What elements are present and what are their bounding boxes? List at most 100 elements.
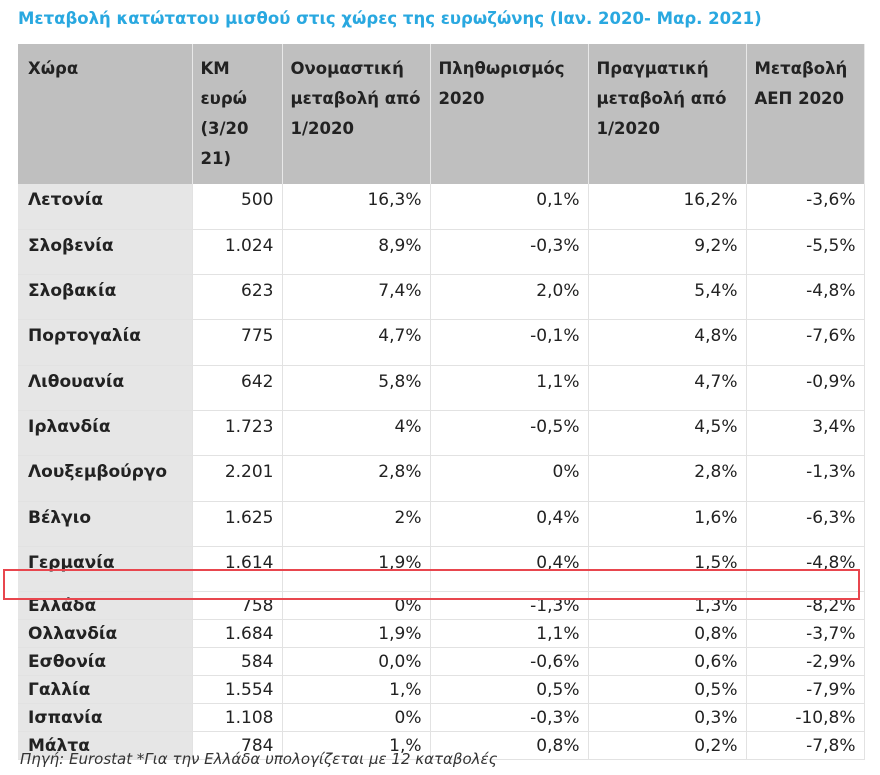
gdp-change-cell: -1,3% [746, 455, 865, 502]
nominal-change-cell: 0% [282, 703, 431, 733]
gdp-change-cell: -7,6% [746, 319, 865, 366]
real-change-cell: 4,8% [588, 319, 747, 366]
table-row: Λετονία 500 16,3% 0,1% 16,2% -3,6% [18, 184, 865, 230]
header-min-wage: ΚΜ ευρώ (3/20 21) [192, 44, 283, 184]
header-inflation: Πληθωρισμός 2020 [430, 44, 589, 184]
table-body: Λετονία 500 16,3% 0,1% 16,2% -3,6% Σλοβενία 1.0… [18, 184, 865, 761]
min-wage-cell: 2.201 [192, 455, 283, 502]
gdp-change-cell: -3,7% [746, 619, 865, 649]
country-cell: Σλοβενία [18, 229, 193, 276]
min-wage-cell: 1.625 [192, 501, 283, 547]
real-change-cell: 0,3% [588, 703, 747, 733]
min-wage-cell: 758 [192, 591, 283, 621]
country-cell: Λετονία [18, 184, 193, 230]
table-row: Ιρλανδία 1.723 4% -0,5% 4,5% 3,4% [18, 410, 865, 457]
header-nominal-change: Ονομαστική μεταβολή από 1/2020 [282, 44, 431, 184]
nominal-change-cell: 2,8% [282, 455, 431, 502]
table-row: Γερμανία 1.614 1,9% 0,4% 1,5% -4,8% [18, 546, 865, 593]
inflation-cell: 2,0% [430, 274, 589, 321]
nominal-change-cell: 4% [282, 410, 431, 457]
min-wage-cell: 500 [192, 184, 283, 230]
table-row: Ισπανία 1.108 0% -0,3% 0,3% -10,8% [18, 703, 865, 733]
min-wage-cell: 1.024 [192, 229, 283, 276]
min-wage-cell: 1.684 [192, 619, 283, 649]
country-cell: Λιθουανία [18, 365, 193, 411]
nominal-change-cell: 2% [282, 501, 431, 547]
source-note: Πηγή: Eurostat *Για την Ελλάδα υπολογίζε… [20, 750, 498, 768]
country-cell: Ολλανδία [18, 619, 193, 649]
table-row: Σλοβακία 623 7,4% 2,0% 5,4% -4,8% [18, 274, 865, 321]
nominal-change-cell: 8,9% [282, 229, 431, 276]
table-row: Πορτογαλία 775 4,7% -0,1% 4,8% -7,6% [18, 319, 865, 366]
real-change-cell: 1,5% [588, 546, 747, 593]
real-change-cell: 1,6% [588, 501, 747, 547]
country-cell: Μάλτα [18, 731, 193, 761]
gdp-change-cell: -7,9% [746, 675, 865, 705]
gdp-change-cell: -2,9% [746, 647, 865, 677]
real-change-cell: 4,7% [588, 365, 747, 411]
country-cell: Γερμανία [18, 546, 193, 593]
minimum-wage-table: Χώρα ΚΜ ευρώ (3/20 21) Ονομαστική μεταβο… [18, 44, 865, 761]
real-change-cell: 2,8% [588, 455, 747, 502]
table-row: Εσθονία 584 0,0% -0,6% 0,6% -2,9% [18, 647, 865, 677]
nominal-change-cell: 1,% [282, 731, 431, 761]
nominal-change-cell: 5,8% [282, 365, 431, 411]
country-cell: Γαλλία [18, 675, 193, 705]
gdp-change-cell: -3,6% [746, 184, 865, 230]
min-wage-cell: 784 [192, 731, 283, 761]
country-cell: Ελλάδα [18, 591, 193, 621]
inflation-cell: -0,3% [430, 229, 589, 276]
min-wage-cell: 775 [192, 319, 283, 366]
real-change-cell: 0,2% [588, 731, 747, 761]
real-change-cell: 5,4% [588, 274, 747, 321]
header-real-change: Πραγματική μεταβολή από 1/2020 [588, 44, 747, 184]
table-row: Σλοβενία 1.024 8,9% -0,3% 9,2% -5,5% [18, 229, 865, 276]
real-change-cell: 16,2% [588, 184, 747, 230]
inflation-cell: -1,3% [430, 591, 589, 621]
header-country: Χώρα [18, 44, 193, 184]
inflation-cell: 0,1% [430, 184, 589, 230]
gdp-change-cell: -6,3% [746, 501, 865, 547]
gdp-change-cell: -5,5% [746, 229, 865, 276]
inflation-cell: 0% [430, 455, 589, 502]
inflation-cell: 1,1% [430, 365, 589, 411]
inflation-cell: 0,8% [430, 731, 589, 761]
nominal-change-cell: 1,% [282, 675, 431, 705]
min-wage-cell: 1.108 [192, 703, 283, 733]
inflation-cell: 0,4% [430, 546, 589, 593]
country-cell: Εσθονία [18, 647, 193, 677]
min-wage-cell: 584 [192, 647, 283, 677]
inflation-cell: 0,4% [430, 501, 589, 547]
country-cell: Πορτογαλία [18, 319, 193, 366]
gdp-change-cell: -4,8% [746, 546, 865, 593]
real-change-cell: 0,6% [588, 647, 747, 677]
nominal-change-cell: 16,3% [282, 184, 431, 230]
nominal-change-cell: 0% [282, 591, 431, 621]
min-wage-cell: 1.723 [192, 410, 283, 457]
table-row: Ολλανδία 1.684 1,9% 1,1% 0,8% -3,7% [18, 619, 865, 649]
nominal-change-cell: 7,4% [282, 274, 431, 321]
gdp-change-cell: -4,8% [746, 274, 865, 321]
nominal-change-cell: 0,0% [282, 647, 431, 677]
header-gdp-change: Μεταβολή ΑΕΠ 2020 [746, 44, 865, 184]
table-title: Μεταβολή κατώτατου μισθού στις χώρες της… [18, 9, 762, 28]
min-wage-cell: 642 [192, 365, 283, 411]
table-row: Λιθουανία 642 5,8% 1,1% 4,7% -0,9% [18, 365, 865, 411]
inflation-cell: -0,5% [430, 410, 589, 457]
table-row: Ελλάδα 758 0% -1,3% 1,3% -8,2% [18, 591, 865, 621]
gdp-change-cell: -10,8% [746, 703, 865, 733]
country-cell: Ισπανία [18, 703, 193, 733]
min-wage-cell: 1.554 [192, 675, 283, 705]
nominal-change-cell: 4,7% [282, 319, 431, 366]
min-wage-cell: 1.614 [192, 546, 283, 593]
min-wage-cell: 623 [192, 274, 283, 321]
nominal-change-cell: 1,9% [282, 619, 431, 649]
inflation-cell: -0,1% [430, 319, 589, 366]
inflation-cell: 1,1% [430, 619, 589, 649]
country-cell: Ιρλανδία [18, 410, 193, 457]
table-row: Γαλλία 1.554 1,% 0,5% 0,5% -7,9% [18, 675, 865, 705]
gdp-change-cell: 3,4% [746, 410, 865, 457]
real-change-cell: 9,2% [588, 229, 747, 276]
real-change-cell: 4,5% [588, 410, 747, 457]
gdp-change-cell: -0,9% [746, 365, 865, 411]
